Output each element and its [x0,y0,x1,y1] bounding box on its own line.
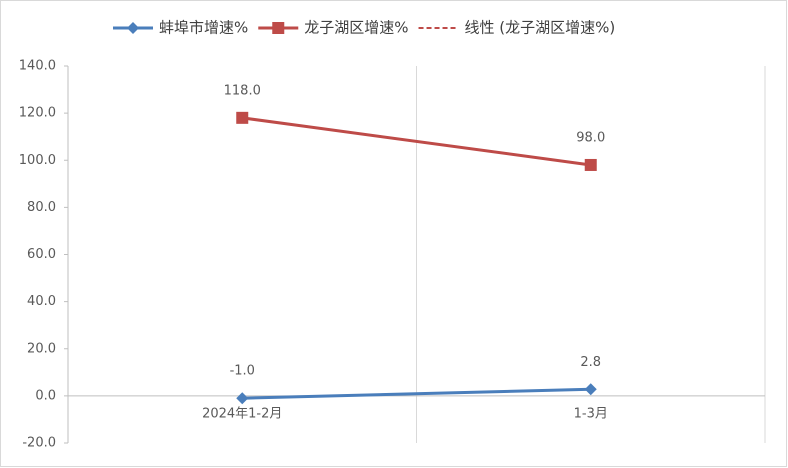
y-tick-label: 120.0 [19,106,56,121]
data-label: 2.8 [580,355,601,370]
data-label: -1.0 [230,364,255,379]
x-tick-label: 1-3月 [574,406,608,421]
y-tick-label: -20.0 [22,436,56,451]
line [242,387,591,400]
trendline [242,116,591,166]
legend-label: 线性 (龙子湖区增速%) [465,19,616,37]
point [236,392,249,405]
x-tick-label: 2024年1-2月 [202,406,282,421]
data-label: 98.0 [576,130,605,145]
y-tick-label: 80.0 [27,200,56,215]
y-tick-label: 0.0 [35,388,56,403]
legend-label: 龙子湖区增速% [304,19,408,37]
y-tick-label: 40.0 [27,294,56,309]
y-tick-label: 60.0 [27,247,56,262]
point [584,383,597,396]
point [584,158,597,171]
legend-marker [127,22,139,34]
legend-label: 蚌埠市增速% [159,19,248,37]
data-label: 118.0 [224,83,261,98]
y-tick-label: 100.0 [19,153,56,168]
y-tick-label: 140.0 [19,59,56,74]
y-tick-label: 20.0 [27,341,56,356]
legend-marker [272,22,285,34]
